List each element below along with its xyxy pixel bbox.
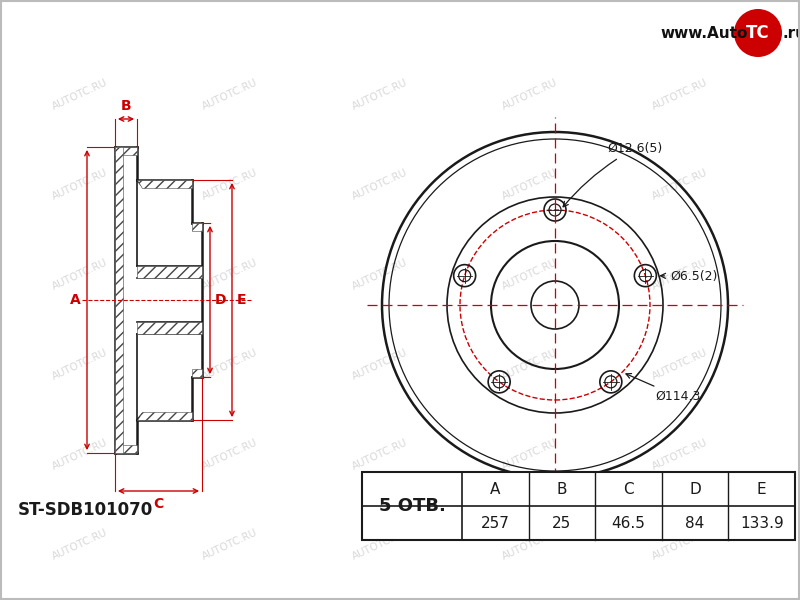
Text: 84: 84 [686,515,705,530]
Circle shape [734,9,782,57]
Text: E: E [238,293,246,307]
Polygon shape [115,147,123,453]
Polygon shape [137,322,202,334]
Text: AUTOTC.RU: AUTOTC.RU [650,78,710,112]
Text: AUTOTC.RU: AUTOTC.RU [350,528,410,562]
Polygon shape [137,412,192,420]
Text: A: A [70,293,80,307]
Text: B: B [121,99,131,113]
Text: D: D [690,481,701,497]
Text: Ø114.3: Ø114.3 [626,374,700,403]
Text: C: C [623,481,634,497]
Text: www.Auto: www.Auto [660,25,747,40]
Polygon shape [115,147,202,453]
Text: AUTOTC.RU: AUTOTC.RU [50,348,110,382]
Text: Ø12.6(5): Ø12.6(5) [563,142,662,207]
Text: AUTOTC.RU: AUTOTC.RU [201,528,259,562]
Text: D: D [214,293,226,307]
Text: AUTOTC.RU: AUTOTC.RU [350,258,410,292]
Text: AUTOTC.RU: AUTOTC.RU [501,528,559,562]
Polygon shape [115,147,137,155]
Text: AUTOTC.RU: AUTOTC.RU [650,438,710,472]
Text: AUTOTC.RU: AUTOTC.RU [50,528,110,562]
Text: AUTOTC.RU: AUTOTC.RU [650,528,710,562]
Text: AUTOTC.RU: AUTOTC.RU [50,78,110,112]
Bar [362,472,795,540]
Text: AUTOTC.RU: AUTOTC.RU [650,258,710,292]
Text: B: B [557,481,567,497]
Text: AUTOTC.RU: AUTOTC.RU [50,258,110,292]
Polygon shape [137,266,202,278]
Text: AUTOTC.RU: AUTOTC.RU [501,348,559,382]
Polygon shape [192,369,202,377]
Text: 46.5: 46.5 [611,515,646,530]
Text: AUTOTC.RU: AUTOTC.RU [50,438,110,472]
Text: AUTOTC.RU: AUTOTC.RU [201,348,259,382]
Text: AUTOTC.RU: AUTOTC.RU [650,168,710,202]
Text: C: C [154,497,164,511]
Text: AUTOTC.RU: AUTOTC.RU [350,168,410,202]
Text: AUTOTC.RU: AUTOTC.RU [501,168,559,202]
Text: TC: TC [746,24,770,42]
Text: 25: 25 [552,515,571,530]
Text: AUTOTC.RU: AUTOTC.RU [501,438,559,472]
Text: AUTOTC.RU: AUTOTC.RU [201,438,259,472]
Polygon shape [137,180,192,188]
Polygon shape [115,445,137,453]
Text: AUTOTC.RU: AUTOTC.RU [201,258,259,292]
Text: A: A [490,481,501,497]
Text: AUTOTC.RU: AUTOTC.RU [350,348,410,382]
Text: AUTOTC.RU: AUTOTC.RU [201,168,259,202]
Text: Ø6.5(2): Ø6.5(2) [661,270,718,283]
Text: 5 ОТВ.: 5 ОТВ. [378,497,446,515]
Text: .ru: .ru [782,25,800,40]
Text: ST-SDB101070: ST-SDB101070 [18,501,154,519]
Text: 257: 257 [481,515,510,530]
Text: AUTOTC.RU: AUTOTC.RU [201,78,259,112]
Text: AUTOTC.RU: AUTOTC.RU [501,78,559,112]
Text: E: E [757,481,766,497]
Text: AUTOTC.RU: AUTOTC.RU [350,438,410,472]
Polygon shape [192,223,202,231]
Text: AUTOTC.RU: AUTOTC.RU [650,348,710,382]
Text: AUTOTC.RU: AUTOTC.RU [350,78,410,112]
Text: AUTOTC.RU: AUTOTC.RU [501,258,559,292]
Text: 133.9: 133.9 [740,515,783,530]
Text: AUTOTC.RU: AUTOTC.RU [50,168,110,202]
